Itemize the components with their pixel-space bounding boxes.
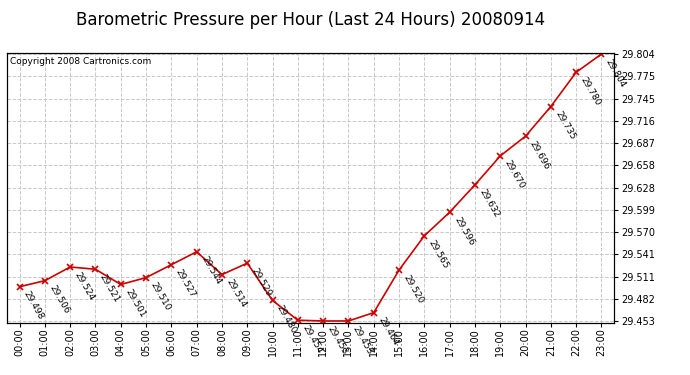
Text: 29.529: 29.529 — [250, 266, 273, 298]
Text: 29.632: 29.632 — [477, 188, 501, 219]
Text: 29.735: 29.735 — [553, 110, 577, 141]
Text: 29.506: 29.506 — [48, 284, 71, 315]
Text: 29.454: 29.454 — [300, 323, 324, 355]
Text: 29.696: 29.696 — [528, 139, 551, 171]
Text: 29.670: 29.670 — [503, 159, 526, 191]
Text: 29.510: 29.510 — [148, 280, 172, 312]
Text: 29.524: 29.524 — [72, 270, 96, 302]
Text: 29.514: 29.514 — [224, 278, 248, 309]
Text: 29.804: 29.804 — [604, 57, 627, 89]
Text: Barometric Pressure per Hour (Last 24 Hours) 20080914: Barometric Pressure per Hour (Last 24 Ho… — [76, 11, 545, 29]
Text: 29.453: 29.453 — [326, 324, 349, 356]
Text: 29.501: 29.501 — [124, 288, 147, 319]
Text: 29.520: 29.520 — [402, 273, 425, 305]
Text: 29.521: 29.521 — [98, 272, 121, 304]
Text: 29.565: 29.565 — [427, 239, 451, 271]
Text: 29.498: 29.498 — [22, 290, 46, 321]
Text: 29.464: 29.464 — [376, 316, 400, 347]
Text: 29.544: 29.544 — [199, 255, 223, 286]
Text: 29.527: 29.527 — [174, 268, 197, 299]
Text: 29.480: 29.480 — [275, 303, 299, 335]
Text: 29.780: 29.780 — [579, 75, 602, 107]
Text: Copyright 2008 Cartronics.com: Copyright 2008 Cartronics.com — [10, 57, 151, 66]
Text: 29.596: 29.596 — [452, 215, 475, 247]
Text: 29.453: 29.453 — [351, 324, 375, 356]
